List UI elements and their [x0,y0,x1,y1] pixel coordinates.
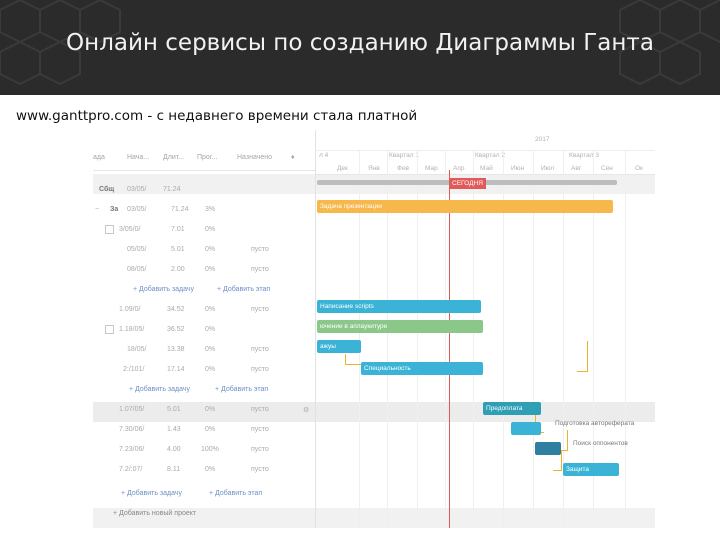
gantt-bar[interactable]: Задача презентации [317,200,613,213]
grid-line [445,150,446,528]
month-label: Апр [453,165,465,172]
add-project-row-band [93,508,655,528]
grid-line [387,150,388,528]
grid-line [473,150,474,528]
month-label: Дек [337,165,348,172]
hexagon-pattern [0,0,720,86]
gantt-bar[interactable] [511,422,541,435]
table-row[interactable]: 2:/101/ 17.14 0% пусто [123,366,269,373]
month-label: Июн [511,165,525,172]
task-grid: ада Нача... Длит... Прог... Назначено ♦ … [93,130,316,528]
table-row[interactable]: 1.18/05/ 36.52 0% [93,320,315,340]
add-task-button[interactable]: + Добавить задачу [129,386,190,393]
dependency-link [345,354,362,365]
table-row[interactable]: 1.07/05/ 5.01 0% пусто ⚙ [119,406,310,414]
col-assigned-header[interactable]: Назначено [237,154,272,161]
table-row[interactable]: 7.23/06/ 4.00 100% пусто [119,446,269,453]
bar-side-label: Подготовка автореферата [555,420,635,427]
slide-header: Онлайн сервисы по созданию Диаграммы Ган… [0,0,720,95]
table-row[interactable]: 08/05/ 2.00 0% пусто [127,266,269,273]
timeline-year: 2017 [535,136,550,143]
add-task-button[interactable]: + Добавить задачу [133,286,194,293]
row-checkbox[interactable] [105,325,114,334]
table-row[interactable]: Сбщ 03/05/ 71.24 [99,186,181,193]
grid-line [563,150,564,528]
grid-header: ада Нача... Длит... Прог... Назначено ♦ [93,130,315,171]
table-row[interactable]: − За 03/05/ 71.24 3% [95,206,216,213]
gantt-chart: 2017 л 4 Квартал 1 Квартал 2 Квартал 3 Д… [315,130,655,528]
table-row[interactable]: 18/05/ 13.38 0% пусто [127,346,269,353]
grid-line [359,150,360,528]
bar-side-label: Поиск оппонентов [573,440,628,447]
gantt-bar[interactable]: Защита [563,463,619,476]
month-label: Июл [541,165,555,172]
timeline-quarter-row: л 4 Квартал 1 Квартал 2 Квартал 3 [315,150,655,162]
today-line [449,170,450,528]
collapse-icon[interactable]: − [95,206,100,213]
month-label: Мар [425,165,438,172]
month-label: Ок [635,165,643,172]
add-task-button[interactable]: + Добавить задачу [121,490,182,497]
gantt-bar[interactable]: Специальность [361,362,483,375]
add-row: + Добавить задачу + Добавить этап [93,484,315,504]
table-row[interactable]: 05/05/ 5.01 0% пусто [127,246,269,253]
quarter-label: Квартал 1 [389,152,419,159]
col-start-header[interactable]: Нача... [127,154,150,161]
gantt-bar[interactable]: ючение в аплаукитуре [317,320,483,333]
gantt-bar[interactable] [535,442,561,455]
col-name-header[interactable]: ада [93,154,105,161]
month-label: Янв [368,165,380,172]
quarter-label: л 4 [319,152,329,159]
slide-subtitle: www.ganttpro.com - с недавнего времени с… [16,108,418,124]
quarter-label: Квартал 3 [569,152,599,159]
col-progress-header[interactable]: Прог... [197,154,218,161]
gantt-bar[interactable]: Предоплата [483,402,541,415]
col-duration-header[interactable]: Длит... [163,154,184,161]
row-checkbox[interactable] [105,225,114,234]
month-label: Фев [397,165,410,172]
grid-line [533,150,534,528]
dependency-link [577,341,588,372]
add-stage-button[interactable]: + Добавить этап [215,386,269,393]
add-row: + Добавить задачу + Добавить этап [93,380,315,400]
table-row[interactable]: 1.09/0/ 34.52 0% пусто [119,306,269,313]
month-label: Авг [571,165,582,172]
add-project-button[interactable]: + Добавить новый проект [113,510,197,517]
add-stage-button[interactable]: + Добавить этап [217,286,271,293]
timeline-year-row: 2017 [315,130,655,151]
today-flag: СЕГОДНЯ [449,178,486,189]
table-row[interactable]: 3/05/0/ 7.01 0% [93,220,315,240]
add-row: + Добавить новый проект [93,504,315,524]
grid-line [625,150,626,528]
timeline-month-row: Дек Янв Фев Мар Апр Май Июн Июл Авг Сен … [315,162,655,175]
gantt-screenshot: ада Нача... Длит... Прог... Назначено ♦ … [93,130,655,528]
dependency-link [559,430,568,451]
gear-icon[interactable]: ⚙ [303,407,310,414]
grid-line [593,150,594,528]
col-settings-icon[interactable]: ♦ [291,154,295,161]
grid-line [417,150,418,528]
grid-line [503,150,504,528]
slide-title: Онлайн сервисы по созданию Диаграммы Ган… [66,30,654,56]
gantt-bar[interactable]: Написание scripts [317,300,481,313]
table-row[interactable]: 7.2/:07/ 8.11 0% пусто [119,466,269,473]
add-row: + Добавить задачу + Добавить этап [93,280,315,300]
gantt-bar[interactable]: ажуы [317,340,361,353]
dependency-link [553,450,562,471]
table-row[interactable]: 7.30/06/ 1.43 0% пусто [119,426,269,433]
add-stage-button[interactable]: + Добавить этап [209,490,263,497]
month-label: Сен [601,165,613,172]
quarter-label: Квартал 2 [475,152,505,159]
month-label: Май [480,165,493,172]
